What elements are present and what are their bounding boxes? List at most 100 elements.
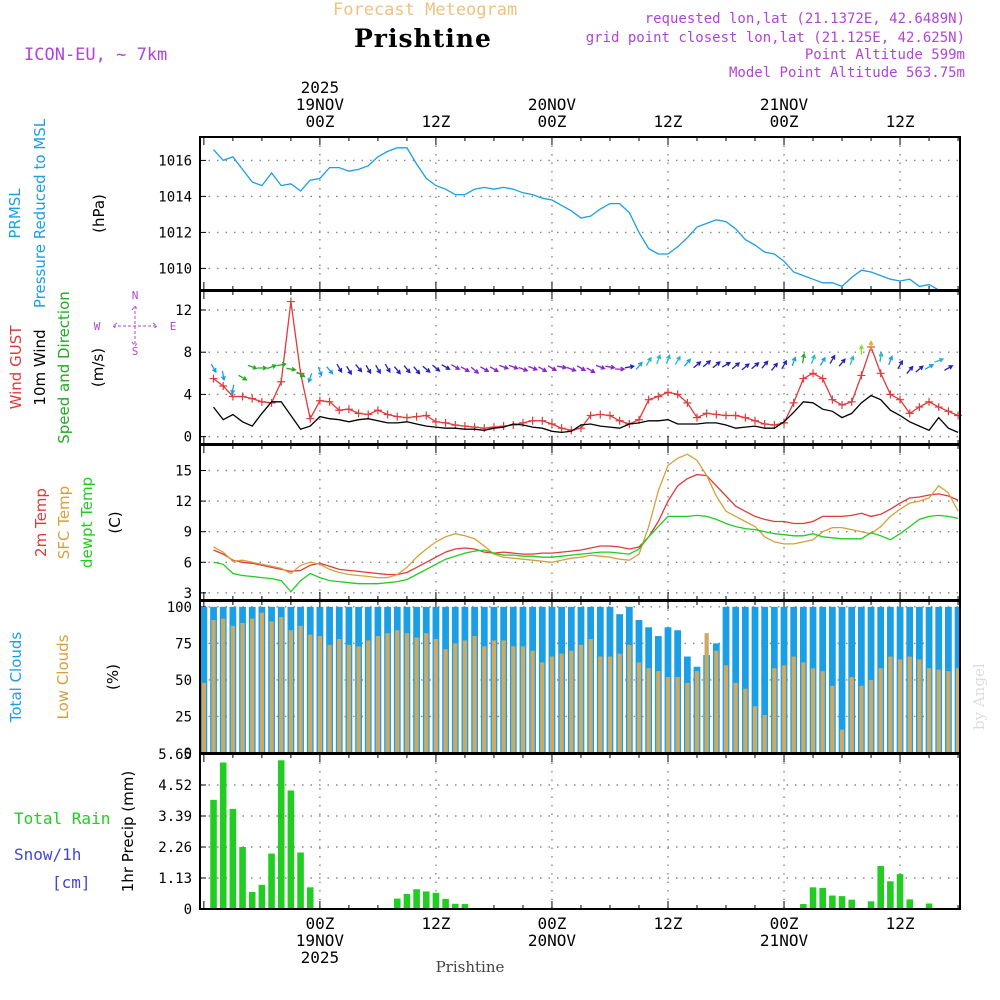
low-cloud-bar <box>781 665 787 753</box>
rain-bar <box>422 891 430 909</box>
low-cloud-bar <box>917 659 922 753</box>
low-cloud-bar <box>375 636 381 753</box>
gust-marker <box>306 414 315 423</box>
time-label: 20NOV <box>528 931 577 950</box>
low-cloud-bar <box>453 643 458 753</box>
model-label: ICON-EU, ~ 7km <box>24 45 167 65</box>
low-cloud-bar <box>907 656 912 753</box>
ylabel-wind: (m/s) <box>89 348 107 387</box>
low-cloud-bar <box>578 644 584 753</box>
wind-direction-arrow <box>413 366 421 375</box>
rain-bar <box>248 891 256 909</box>
low-cloud-bar <box>839 729 845 753</box>
compass-arrows <box>112 305 158 347</box>
total-cloud-bar <box>838 606 846 753</box>
ytick-label: 12 <box>175 303 192 319</box>
wind-direction-arrow <box>518 366 529 372</box>
time-label: 12Z <box>421 112 450 131</box>
ytick-label: 1010 <box>158 261 192 277</box>
gust-marker <box>683 398 692 407</box>
wind-direction-arrow <box>365 364 372 375</box>
total-cloud-bar <box>751 606 759 753</box>
low-cloud-bar <box>414 637 419 753</box>
wind-direction-arrow <box>296 371 306 378</box>
rain-bar <box>461 904 469 909</box>
wind-direction-arrow <box>528 365 539 371</box>
gust-marker <box>905 409 914 418</box>
low-cloud-bar <box>946 671 951 753</box>
compass-rose: N S W E <box>94 289 177 358</box>
wind-direction-arrow <box>317 366 323 377</box>
rain-bar <box>413 889 420 909</box>
wind-direction-arrow <box>781 359 787 370</box>
wind-direction-arrow <box>656 354 662 365</box>
total-cloud-bar <box>761 606 769 753</box>
wind-direction-arrow <box>307 373 313 384</box>
gust-marker <box>248 394 257 403</box>
wind-direction-arrow <box>924 364 935 370</box>
gust-marker <box>722 411 731 420</box>
low-cloud-bar <box>752 706 758 753</box>
wind-direction-arrow <box>489 366 499 372</box>
grid-precip <box>200 753 960 909</box>
time-label: 19NOV <box>296 95 345 114</box>
low-cloud-bar <box>482 646 487 753</box>
wind-direction-arrow <box>499 364 510 370</box>
compass-w: W <box>94 320 101 333</box>
series-line-sfc-temp <box>213 453 959 579</box>
wind-direction-arrow <box>829 354 836 364</box>
gust-marker <box>876 369 885 378</box>
low-cloud-bar <box>559 653 564 753</box>
rain-bar <box>432 892 440 909</box>
gust-marker <box>228 392 237 401</box>
low-cloud-bar <box>288 630 294 753</box>
snow-unit-label: [cm] <box>52 873 91 892</box>
total-cloud-bar <box>741 606 749 753</box>
low-cloud-bar <box>694 671 700 753</box>
wind-direction-arrow <box>868 340 874 351</box>
wind-direction-arrow <box>693 361 702 369</box>
time-label: 00Z <box>305 914 334 933</box>
low-cloud-bar <box>627 644 632 753</box>
gust-marker <box>789 398 798 407</box>
wind-direction-arrow <box>615 366 626 372</box>
ytick-label: 12 <box>175 494 192 510</box>
time-label: 12Z <box>654 112 683 131</box>
ytick-label: 3 <box>184 586 192 602</box>
low-cloud-bar <box>462 640 468 753</box>
wind-direction-arrow <box>944 365 954 371</box>
gust-marker <box>441 418 450 427</box>
gust-marker <box>596 410 605 419</box>
series-line-10m-wind <box>212 394 959 434</box>
low-cloud-bar <box>743 688 748 753</box>
gust-marker <box>934 403 943 412</box>
wind-direction-arrow <box>635 361 643 370</box>
low-cloud-bar <box>704 633 709 753</box>
wind-direction-arrow <box>576 365 587 371</box>
low-cloud-bar <box>569 650 574 753</box>
low-cloud-bar <box>607 656 613 753</box>
low-cloud-bar <box>201 682 206 753</box>
panel-wind: 0 4 8 12 <box>175 290 963 446</box>
ytick-label: 0 <box>184 746 192 762</box>
rain-bar <box>819 887 826 909</box>
rain-bar <box>258 884 266 909</box>
wind-direction-arrow <box>393 366 401 375</box>
gust-marker <box>605 411 614 420</box>
wind-direction-arrow <box>624 364 636 370</box>
gust-marker <box>344 405 353 414</box>
rain-bar <box>239 847 246 909</box>
low-cloud-bar <box>346 644 352 753</box>
wind-direction-arrow <box>702 360 712 368</box>
low-cloud-bar <box>511 646 516 753</box>
ylabel-wind: Speed and Direction <box>55 291 73 444</box>
wind-direction-arrow <box>674 355 681 365</box>
gust-marker <box>257 397 266 406</box>
low-cloud-bar <box>665 677 671 753</box>
ytick-label: 100 <box>167 600 192 616</box>
forecast-subtitle: Forecast Meteogram <box>333 0 517 20</box>
panel-pressure: 1010 1012 1014 1016 <box>158 136 961 291</box>
gust-marker <box>809 369 818 378</box>
